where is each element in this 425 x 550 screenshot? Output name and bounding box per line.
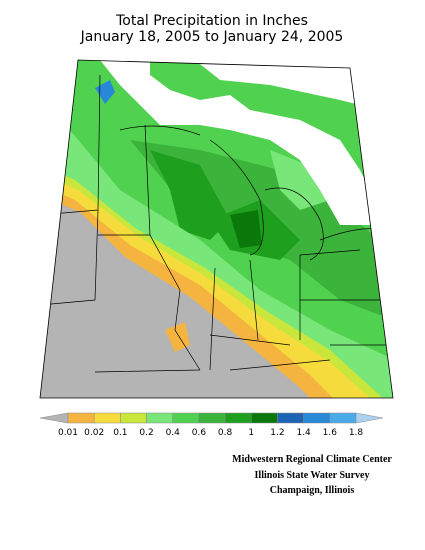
legend-label: 0.6: [192, 428, 207, 438]
legend-arrow: [355, 412, 384, 424]
legend-label: 1.8: [349, 428, 364, 438]
credit: Illinois State Water Survey: [255, 470, 370, 481]
legend-swatch: [329, 412, 357, 424]
legend-swatch: [93, 412, 121, 424]
credit: Champaign, Illinois: [270, 485, 355, 496]
legend-swatch: [251, 412, 278, 424]
legend-label: 1.4: [296, 428, 311, 438]
legend-label: 0.02: [84, 428, 104, 438]
legend-swatch: [224, 412, 252, 424]
credit: Midwestern Regional Climate Center: [232, 454, 392, 465]
map: [40, 60, 393, 398]
legend-label: 0.4: [166, 428, 181, 438]
legend-label: 0.8: [218, 428, 233, 438]
legend-swatch: [198, 412, 226, 424]
legend-arrow: [39, 412, 69, 424]
legend-label: 1.2: [270, 428, 284, 438]
title: Total Precipitation in Inches: [115, 13, 308, 29]
legend-label: 1.6: [323, 428, 338, 438]
legend-label: 0.01: [58, 428, 78, 438]
legend-swatch: [120, 412, 147, 424]
legend-label: 0.1: [113, 428, 127, 438]
map-frame: [39, 59, 394, 399]
legend-label: 1: [248, 428, 254, 438]
legend-swatch: [277, 412, 304, 424]
legend-swatch: [67, 412, 95, 424]
legend: 0.01 0.02 0.1 0.2 0.4 0.6 0.8 1 1.2 1.4 1.6 1.8: [39, 412, 384, 438]
legend-swatch: [303, 412, 331, 424]
subtitle: January 18, 2005 to January 24, 2005: [80, 29, 344, 45]
legend-swatch: [172, 412, 200, 424]
legend-swatch: [146, 412, 173, 424]
legend-label: 0.2: [139, 428, 153, 438]
